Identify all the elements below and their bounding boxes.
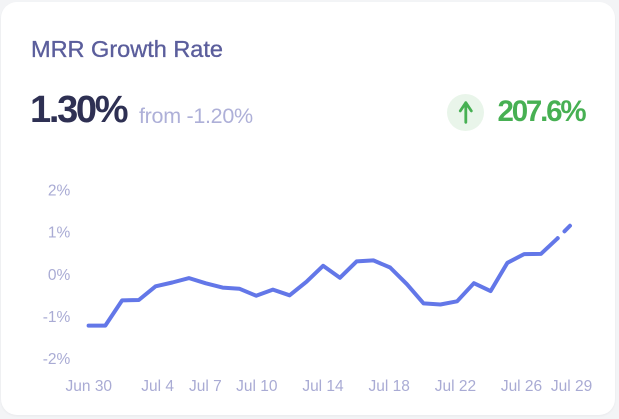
svg-text:2%: 2% bbox=[48, 182, 71, 199]
svg-text:0%: 0% bbox=[48, 267, 71, 284]
svg-text:Jul 7: Jul 7 bbox=[189, 378, 222, 395]
svg-text:Jul 18: Jul 18 bbox=[369, 378, 410, 395]
svg-text:Jul 10: Jul 10 bbox=[236, 378, 278, 395]
svg-text:Jul 14: Jul 14 bbox=[302, 378, 344, 395]
svg-text:-1%: -1% bbox=[43, 309, 71, 326]
svg-text:Jul 26: Jul 26 bbox=[501, 378, 542, 395]
svg-text:Jul 29: Jul 29 bbox=[551, 378, 592, 395]
svg-text:Jun 30: Jun 30 bbox=[66, 378, 113, 395]
svg-text:1%: 1% bbox=[48, 225, 71, 242]
svg-text:Jul 22: Jul 22 bbox=[435, 378, 476, 395]
svg-text:-2%: -2% bbox=[43, 351, 71, 368]
svg-text:Jul 4: Jul 4 bbox=[141, 378, 174, 395]
